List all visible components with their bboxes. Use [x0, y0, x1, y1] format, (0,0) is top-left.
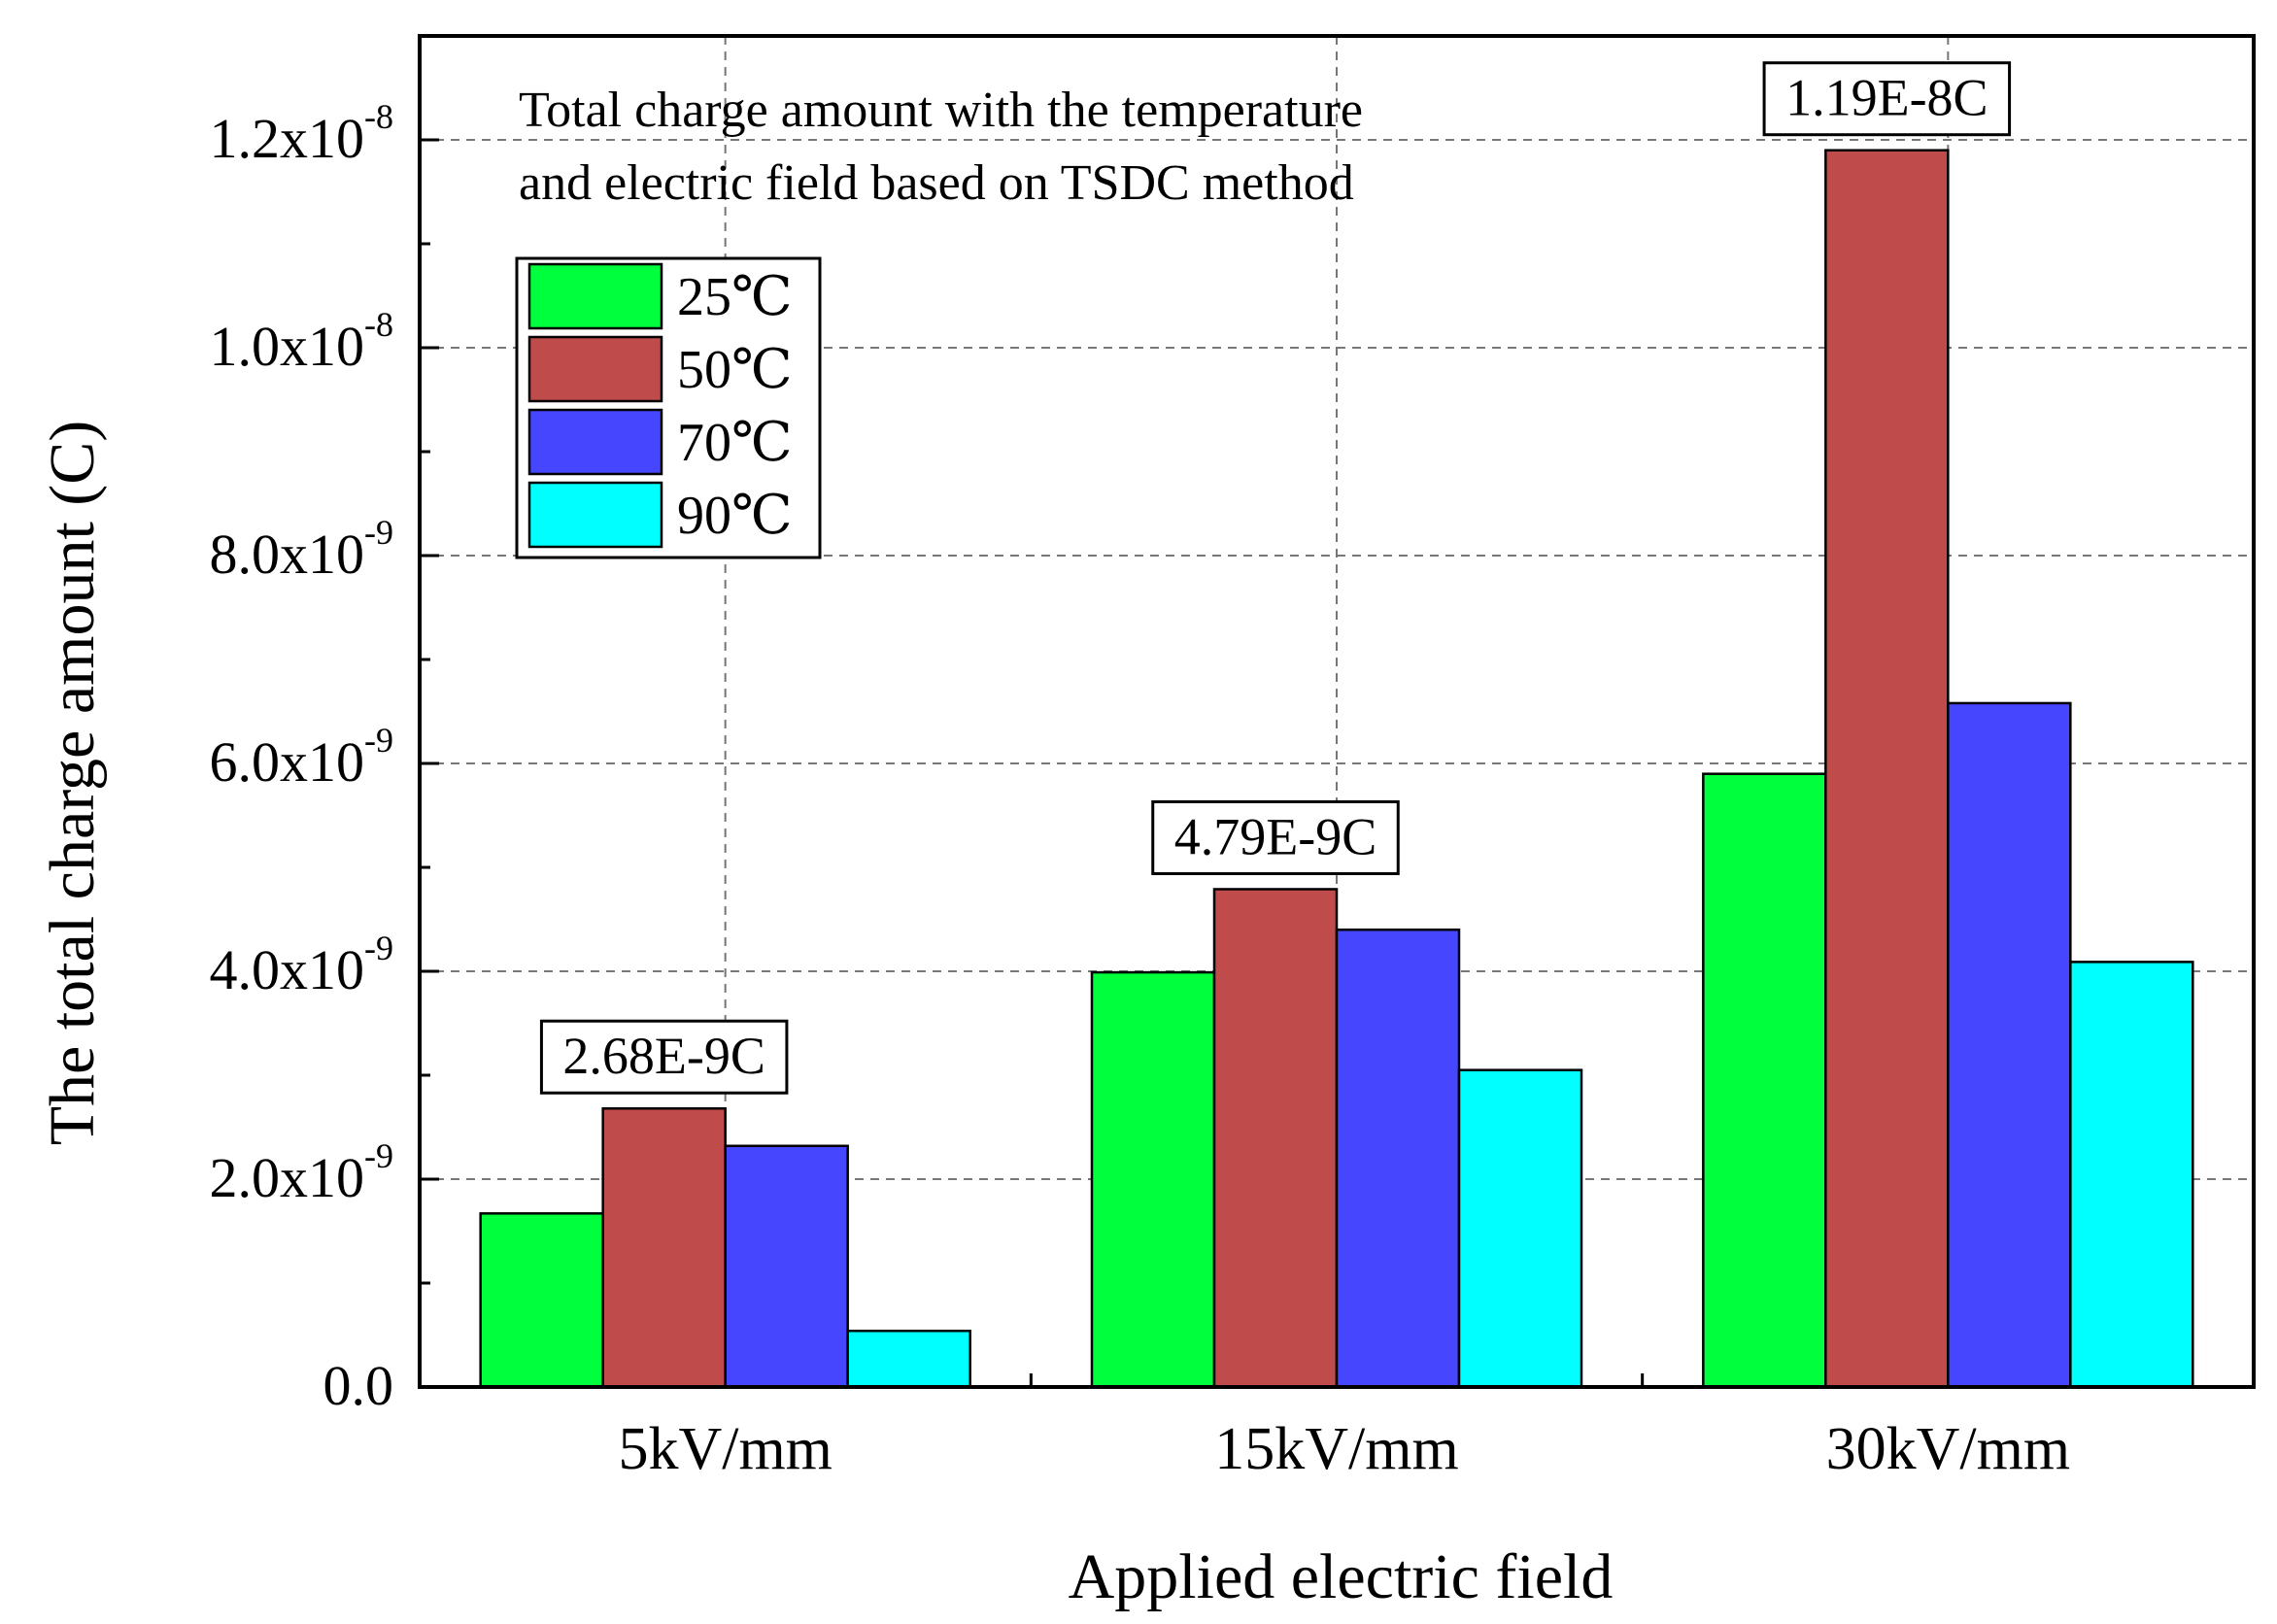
bar-30kV/mm-90℃ [2069, 961, 2194, 1389]
bar-15kV/mm-25℃ [1090, 970, 1216, 1389]
bar-5kV/mm-50℃ [601, 1106, 727, 1389]
y-tick-label-1: 2.0x10-9 [210, 1136, 394, 1209]
bar-5kV/mm-70℃ [724, 1144, 849, 1389]
data-label-text-0: 2.68E-9C [562, 1027, 765, 1085]
bar-5kV/mm-90℃ [846, 1329, 971, 1389]
legend-swatch-90℃ [527, 481, 663, 549]
legend: 25℃ 50℃ 70℃ 90℃ [515, 256, 822, 559]
x-tick-label-2: 30kV/mm [1826, 1416, 2070, 1482]
bar-30kV/mm-50℃ [1824, 149, 1950, 1389]
bar-30kV/mm-70℃ [1947, 701, 2072, 1389]
axis-ticks [420, 138, 1645, 1389]
y-tick-labels: 0.0 2.0x10-9 4.0x10-9 6.0x10-9 8.0x10-9 1.0x1… [210, 97, 394, 1417]
legend-swatch-25℃ [527, 262, 663, 330]
y-tick-label-4: 8.0x10-9 [210, 513, 394, 586]
y-tick-label-0: 0.0 [323, 1354, 394, 1417]
y-tick-label-6: 1.2x10-8 [210, 97, 394, 170]
y-tick-label-3: 6.0x10-9 [210, 721, 394, 794]
bar-15kV/mm-90℃ [1457, 1068, 1583, 1389]
bar-15kV/mm-70℃ [1335, 928, 1461, 1389]
x-tick-label-1: 15kV/mm [1214, 1416, 1458, 1482]
x-axis-label: Applied electric field [1069, 1541, 1614, 1612]
x-tick-label-0: 5kV/mm [618, 1416, 832, 1482]
bar-30kV/mm-25℃ [1702, 772, 1827, 1389]
data-label-0: 2.68E-9C [539, 1019, 789, 1095]
bar-15kV/mm-50℃ [1212, 888, 1339, 1389]
bar-5kV/mm-25℃ [479, 1212, 604, 1389]
data-labels: 2.68E-9C 4.79E-9C 1.19E-8C [539, 61, 2012, 1095]
data-label-box-2 [1762, 61, 2012, 137]
data-label-box-0 [539, 1019, 789, 1095]
legend-label-90℃: 90℃ [677, 486, 793, 546]
data-label-text-2: 1.19E-8C [1785, 69, 1988, 127]
y-tick-label-2: 4.0x10-9 [210, 929, 394, 1001]
chart-annotation-line-1: Total charge amount with the temperature [519, 83, 1363, 138]
data-label-1: 4.79E-9C [1151, 799, 1400, 875]
chart-annotation-line-2: and electric field based on TSDC method [519, 155, 1354, 211]
legend-swatch-70℃ [527, 408, 663, 476]
data-label-2: 1.19E-8C [1762, 61, 2012, 137]
data-label-box-1 [1151, 799, 1400, 875]
x-tick-labels: 5kV/mm 15kV/mm 30kV/mm [618, 1416, 2070, 1482]
legend-label-25℃: 25℃ [677, 267, 793, 327]
bars [479, 149, 2194, 1389]
y-tick-label-5: 1.0x10-8 [210, 305, 394, 378]
data-label-text-1: 4.79E-9C [1174, 807, 1377, 865]
legend-label-70℃: 70℃ [677, 413, 793, 473]
legend-label-50℃: 50℃ [677, 340, 793, 400]
legend-swatch-50℃ [527, 335, 663, 403]
y-axis-label: The total charge amount (C) [37, 421, 108, 1146]
plot-frame [418, 34, 2256, 1389]
